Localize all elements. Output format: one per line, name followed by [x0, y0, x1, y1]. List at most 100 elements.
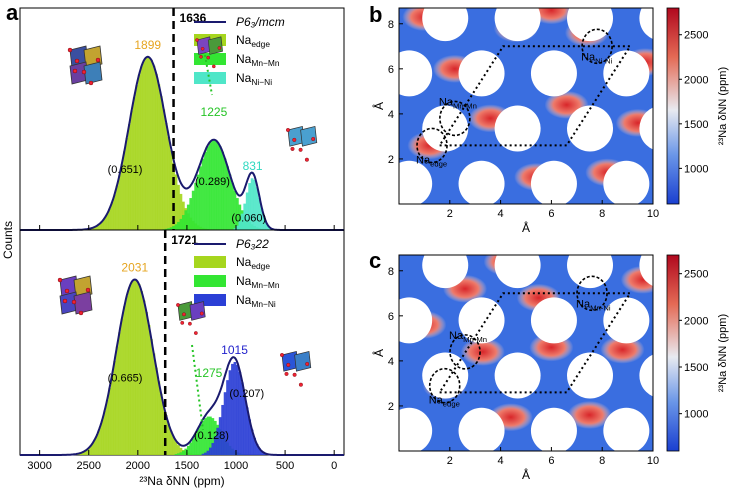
histogram-bar: [150, 60, 153, 230]
void-region: [530, 297, 577, 344]
histogram-bar: [250, 178, 254, 230]
oxygen-atom: [74, 58, 80, 64]
void-region: [530, 407, 577, 451]
unit-cell: [437, 45, 632, 147]
histogram-bar: [253, 179, 256, 230]
fraction-label: (0.665): [108, 372, 143, 384]
histogram-bar: [228, 174, 232, 230]
void-region: [567, 255, 614, 289]
legend-line-label: P6₃22: [236, 237, 269, 251]
colorbar-tick-label: 1000: [684, 409, 708, 421]
histogram-bar: [164, 415, 168, 455]
x-tick-label: 4: [498, 455, 504, 467]
histogram-bar: [209, 447, 212, 455]
void-region: [494, 105, 541, 152]
site-label: NaMn-Mn: [449, 330, 487, 344]
histogram-bar: [260, 451, 264, 455]
histogram-bar: [211, 418, 215, 455]
histogram-bar: [191, 190, 195, 230]
histogram-bar: [248, 183, 252, 230]
void-region: [399, 160, 433, 204]
histogram-bar: [132, 97, 136, 230]
hot-site: [600, 335, 645, 364]
oxygen-atom: [64, 288, 70, 294]
hot-site: [567, 400, 612, 429]
colorbar-tick-label: 1500: [684, 362, 708, 374]
histogram-bar: [179, 447, 183, 455]
histogram-bar: [98, 427, 102, 455]
histogram-bar: [174, 224, 178, 230]
polyhedron: [73, 291, 93, 315]
histogram-bar: [201, 158, 205, 230]
site-ring: [576, 275, 608, 312]
histogram-bar: [155, 367, 158, 455]
peak-label: 1899: [134, 38, 161, 52]
peak-label: 1275: [196, 366, 223, 380]
oxygen-atom: [182, 312, 186, 317]
colorbar-tick-label: 2000: [684, 315, 708, 327]
x-tick-label: 2: [447, 455, 453, 467]
histogram-bar: [150, 339, 153, 455]
fraction-label: (0.651): [108, 164, 143, 176]
void-region: [530, 50, 577, 97]
histogram-bar: [83, 450, 87, 455]
void-region: [458, 407, 505, 451]
void-region: [712, 242, 734, 288]
colorbar-tick-label: 2500: [684, 30, 708, 42]
histogram-bar: [177, 445, 180, 455]
oxygen-atom: [217, 46, 222, 50]
histogram-bar: [260, 208, 264, 230]
histogram-bar: [115, 346, 119, 455]
histogram-bar: [123, 151, 126, 230]
panel-a-top-plot: 163618991225831(0.651)(0.289)(0.060)P6₃/…: [19, 7, 345, 231]
histogram-bar: [189, 442, 193, 455]
heatmap-field: [399, 8, 653, 204]
x-tick-label: 6: [548, 455, 554, 467]
histogram-bar: [238, 204, 242, 230]
oxygen-atom: [199, 311, 204, 316]
histogram-bar: [209, 416, 212, 455]
histogram-bar: [145, 312, 148, 455]
site-ring: [581, 28, 613, 65]
site-label: Naedge: [429, 395, 460, 409]
histogram-bar: [240, 382, 244, 455]
histogram-bar: [236, 198, 239, 230]
legend-line-label: P6₃/mcm: [236, 15, 285, 29]
oxygen-atom: [212, 64, 216, 69]
void-region: [567, 105, 614, 152]
x-tick-label: 4: [498, 208, 504, 220]
oxygen-atom: [292, 372, 297, 377]
crystal-structure-inset: [67, 45, 103, 86]
panel-c-heatmap: NaMn-Mn NaMn-Ni Naedge 2 4 6 8 10 2 4 6 8 Å Å 1000 1500…: [371, 242, 734, 492]
x-tick-label: 6: [548, 208, 554, 220]
histogram-bar: [157, 381, 161, 455]
histogram-bar: [216, 427, 220, 455]
histogram-bar: [213, 140, 217, 230]
colorbar: [666, 7, 680, 205]
oxygen-atom: [305, 362, 310, 366]
colorbar-label: ²³Na δNN (ppm): [717, 314, 729, 392]
histogram-bar: [204, 452, 207, 455]
histogram-bar: [174, 441, 178, 455]
histogram-bar: [218, 417, 222, 455]
histogram-bar: [179, 218, 183, 230]
histogram-bar: [110, 374, 114, 455]
histogram-bar: [223, 158, 227, 230]
void-region: [494, 8, 541, 42]
histogram-bar: [120, 163, 124, 230]
crystal-structure-inset: [176, 301, 206, 335]
histogram-bar: [110, 202, 114, 230]
histogram-bar: [248, 419, 252, 455]
histogram-bar: [86, 449, 90, 455]
void-region: [422, 463, 468, 492]
void-region: [458, 50, 505, 97]
histogram-bar: [167, 423, 171, 455]
legend-swatch: [194, 275, 226, 287]
histogram-bar: [191, 438, 195, 455]
site-label: NaMn-Ni: [576, 298, 611, 312]
histogram-bar: [115, 185, 119, 230]
y-axis-label: Å: [371, 349, 386, 357]
x-tick-label: 10: [647, 455, 659, 467]
histogram-bar: [162, 109, 166, 230]
oxygen-atom: [180, 320, 185, 325]
